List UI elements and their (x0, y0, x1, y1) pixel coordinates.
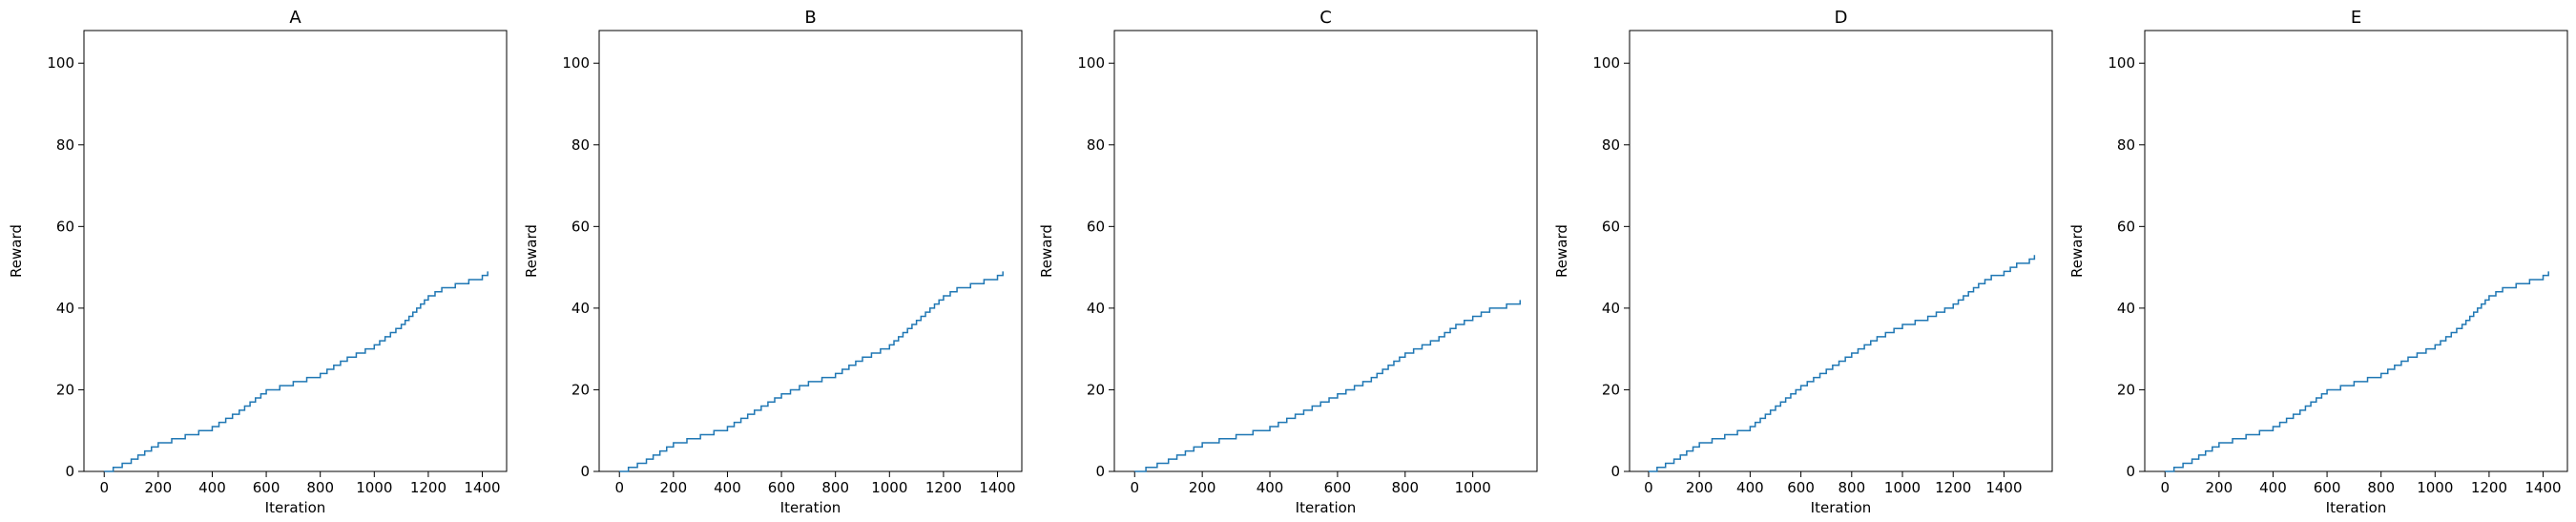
plot-frame (83, 30, 508, 472)
series-line (104, 271, 488, 472)
plot-frame (1629, 30, 2053, 472)
x-axis-label: Iteration (1296, 499, 1357, 516)
x-tick-label: 400 (198, 479, 226, 496)
y-tick-label: 80 (1602, 136, 1620, 154)
y-axis-label: Reward (1038, 224, 1055, 278)
x-tick-label: 400 (1257, 479, 1284, 496)
x-axis-label: Iteration (780, 499, 841, 516)
y-tick-label: 0 (580, 463, 590, 480)
y-tick-label: 60 (2117, 218, 2135, 235)
plot-frame (598, 30, 1023, 472)
x-tick-label: 600 (768, 479, 796, 496)
x-tick-label: 0 (614, 479, 624, 496)
x-tick-label: 0 (1130, 479, 1139, 496)
x-tick-label: 1000 (871, 479, 907, 496)
x-tick-label: 800 (2367, 479, 2395, 496)
x-tick-label: 1000 (356, 479, 392, 496)
x-tick-label: 1200 (925, 479, 962, 496)
panel-title: C (1319, 8, 1332, 28)
y-tick-label: 100 (1077, 54, 1105, 72)
y-axis-label: Reward (2068, 224, 2086, 278)
x-tick-label: 1400 (1985, 479, 2022, 496)
x-axis-label: Iteration (1811, 499, 1872, 516)
y-axis-label: Reward (1553, 224, 1570, 278)
plot-frame (2144, 30, 2568, 472)
panel-title: B (804, 8, 816, 28)
y-axis-label: Reward (8, 224, 25, 278)
x-tick-label: 600 (1324, 479, 1352, 496)
x-tick-label: 400 (2259, 479, 2287, 496)
panel-e: E Iteration Reward 0 200 400 600 800 1000 1200… (2068, 8, 2568, 516)
x-tick-label: 200 (1686, 479, 1714, 496)
y-axis-label: Reward (523, 224, 540, 278)
panel-title: A (289, 8, 301, 28)
y-tick-label: 60 (1087, 218, 1105, 235)
x-tick-label: 800 (1391, 479, 1419, 496)
y-tick-label: 20 (56, 381, 74, 398)
series-line (619, 271, 1004, 472)
y-tick-label: 80 (1087, 136, 1105, 154)
x-tick-label: 1400 (979, 479, 1015, 496)
x-tick-label: 200 (145, 479, 173, 496)
y-tick-label: 0 (1095, 463, 1105, 480)
y-tick-label: 40 (56, 300, 74, 317)
x-axis-label: Iteration (265, 499, 326, 516)
y-tick-label: 100 (562, 54, 590, 72)
x-tick-label: 800 (821, 479, 849, 496)
series-line (1648, 255, 2036, 472)
y-tick-label: 0 (2126, 463, 2135, 480)
y-tick-label: 0 (65, 463, 74, 480)
panel-a: A Iteration Reward 0 200 400 600 800 1000 1200… (8, 8, 508, 516)
y-tick-label: 0 (1610, 463, 1620, 480)
x-tick-label: 0 (99, 479, 109, 496)
series-line (1134, 300, 1522, 472)
y-tick-label: 60 (1602, 218, 1620, 235)
panel-c: C Iteration Reward 0 200 400 600 800 1000 0 20 4… (1038, 8, 1538, 516)
x-tick-label: 1200 (1935, 479, 1971, 496)
panel-b: B Iteration Reward 0 200 400 600 800 1000 1200… (523, 8, 1023, 516)
x-tick-label: 1000 (1455, 479, 1491, 496)
x-tick-label: 1000 (1884, 479, 1921, 496)
y-tick-label: 80 (2117, 136, 2135, 154)
x-tick-label: 200 (1189, 479, 1216, 496)
y-tick-label: 20 (1087, 381, 1105, 398)
y-tick-label: 100 (47, 54, 74, 72)
x-tick-label: 800 (306, 479, 334, 496)
x-tick-label: 200 (660, 479, 688, 496)
x-tick-label: 600 (1787, 479, 1815, 496)
x-tick-label: 400 (714, 479, 741, 496)
y-tick-label: 60 (56, 218, 74, 235)
panel-title: D (1835, 8, 1848, 28)
y-tick-label: 40 (1602, 300, 1620, 317)
y-tick-label: 40 (1087, 300, 1105, 317)
x-tick-label: 1200 (410, 479, 447, 496)
series-line (2165, 271, 2549, 472)
y-tick-label: 100 (1592, 54, 1620, 72)
y-tick-label: 80 (571, 136, 590, 154)
x-tick-label: 800 (1838, 479, 1865, 496)
y-tick-label: 60 (571, 218, 590, 235)
x-tick-label: 0 (2160, 479, 2170, 496)
x-axis-label: Iteration (2326, 499, 2387, 516)
panel-title: E (2351, 8, 2361, 28)
x-tick-label: 200 (2206, 479, 2233, 496)
y-tick-label: 100 (2108, 54, 2135, 72)
x-tick-label: 400 (1736, 479, 1764, 496)
x-tick-label: 1200 (2471, 479, 2507, 496)
x-tick-label: 1000 (2417, 479, 2453, 496)
y-tick-label: 20 (571, 381, 590, 398)
plot-frame (1113, 30, 1538, 472)
x-tick-label: 1400 (464, 479, 500, 496)
y-tick-label: 80 (56, 136, 74, 154)
panel-d: D Iteration Reward 0 200 400 600 800 1000 1200… (1553, 8, 2053, 516)
y-tick-label: 40 (571, 300, 590, 317)
y-tick-label: 20 (1602, 381, 1620, 398)
x-tick-label: 0 (1644, 479, 1653, 496)
x-tick-label: 600 (2314, 479, 2341, 496)
x-tick-label: 1400 (2524, 479, 2561, 496)
y-tick-label: 40 (2117, 300, 2135, 317)
x-tick-label: 600 (253, 479, 280, 496)
y-tick-label: 20 (2117, 381, 2135, 398)
